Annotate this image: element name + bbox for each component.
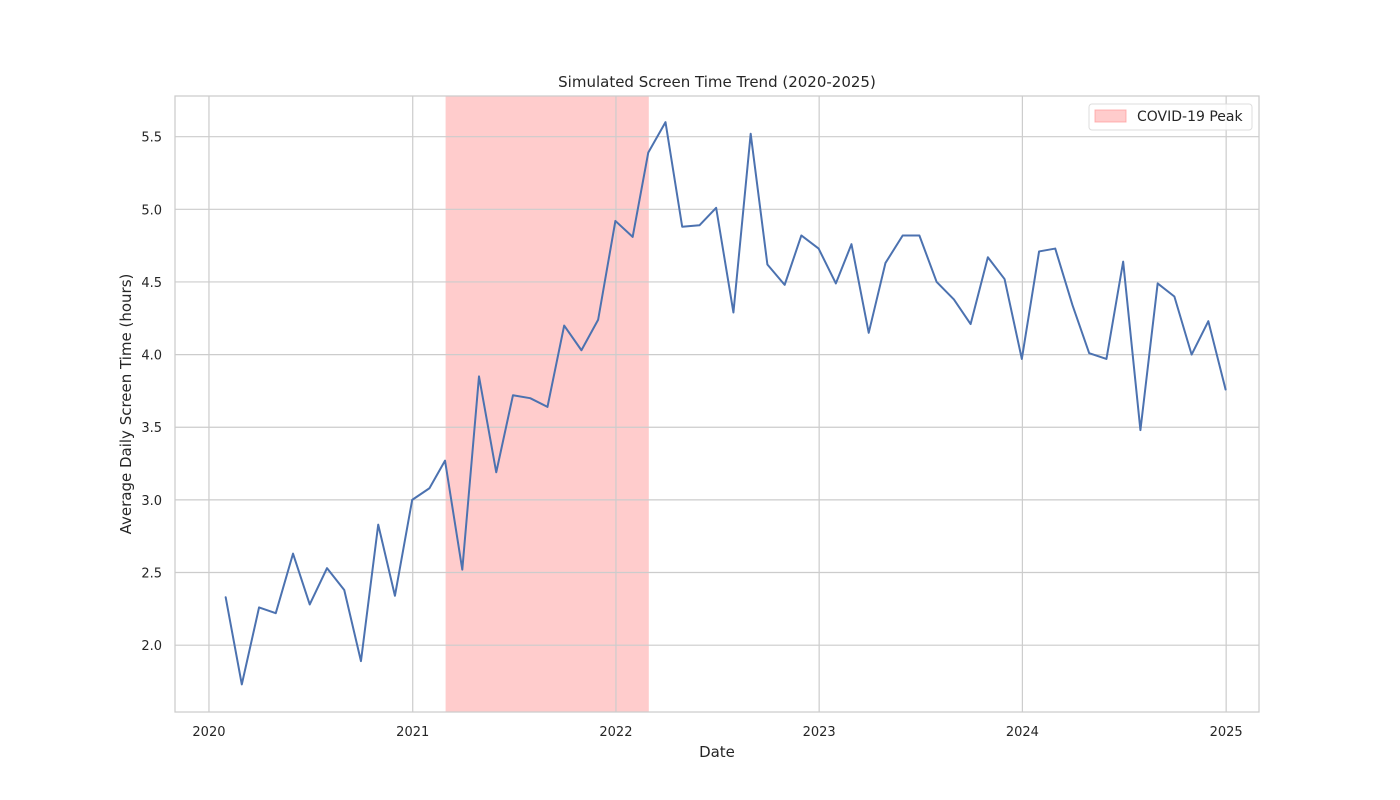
x-tick-label: 2025: [1210, 725, 1243, 740]
y-axis-title: Average Daily Screen Time (hours): [117, 274, 135, 535]
chart-title: Simulated Screen Time Trend (2020-2025): [558, 73, 876, 91]
x-tick-label: 2020: [192, 725, 225, 740]
y-tick-label: 4.5: [141, 276, 162, 291]
x-tick-label: 2024: [1006, 725, 1039, 740]
y-tick-label: 3.0: [141, 494, 162, 509]
x-tick-label: 2022: [599, 725, 632, 740]
y-tick-label: 2.5: [141, 567, 162, 582]
series-line-0: [224, 121, 1227, 686]
y-tick-label: 2.0: [141, 639, 162, 654]
y-tick-label: 4.0: [141, 349, 162, 364]
y-tick-label: 3.5: [141, 421, 162, 436]
plot-frame: [174, 95, 1260, 713]
x-tick-label: 2023: [803, 725, 836, 740]
x-axis-title: Date: [699, 743, 735, 761]
y-tick-label: 5.0: [141, 203, 162, 218]
x-tick-label: 2021: [396, 725, 429, 740]
plot-area: [175, 96, 1259, 712]
legend-swatch-covid-19-peak: [1094, 109, 1127, 123]
legend-label-covid-19-peak: COVID-19 Peak: [1137, 109, 1243, 125]
y-tick-label: 5.5: [141, 131, 162, 146]
legend-box: [1088, 103, 1253, 131]
legend: COVID-19 Peak: [1088, 103, 1253, 131]
